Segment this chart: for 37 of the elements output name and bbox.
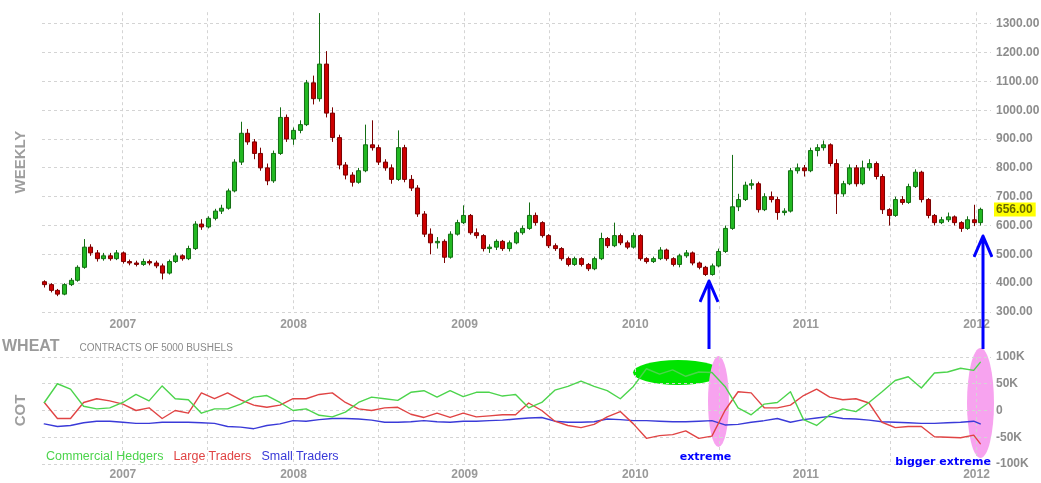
y-tick-label: 500.00 — [996, 246, 1034, 261]
y-tick-label: 600.00 — [996, 217, 1034, 232]
x-tick-label: 2008 — [280, 316, 308, 331]
x-tick-label: 2008 — [280, 466, 308, 481]
x-tick-label: 2009 — [451, 316, 479, 331]
y-tick-label: 900.00 — [996, 131, 1034, 146]
x-tick-label: 2010 — [621, 466, 649, 481]
y-tick-label: 300.00 — [996, 304, 1034, 319]
chart-title: WHEAT — [2, 337, 60, 354]
y-tick-label: 1100.00 — [996, 73, 1040, 88]
annotation: bigger extreme — [895, 454, 991, 468]
y-tick-label: 1300.00 — [996, 16, 1040, 31]
annotation: extreme — [679, 450, 732, 464]
x-tick-label: 2007 — [109, 466, 137, 481]
x-tick-label: 2011 — [792, 316, 820, 331]
series-label: Small Traders — [261, 449, 339, 463]
x-tick-label: 2012 — [963, 466, 991, 481]
x-tick-label: 2010 — [621, 316, 649, 331]
y-tick-label: 800.00 — [996, 160, 1034, 175]
x-tick-label: 2007 — [109, 316, 137, 331]
x-tick-label: 2011 — [792, 466, 820, 481]
y-tick-label: 700.00 — [996, 189, 1034, 203]
y-tick-label: 100K — [996, 349, 1026, 364]
text: Commercial Hedgers — [46, 449, 164, 463]
y-tick-label: 1200.00 — [996, 44, 1040, 59]
x-tick-label: 2009 — [451, 466, 479, 481]
y-axis-title: WEEKLY — [11, 130, 29, 194]
text: 656.00 — [996, 202, 1034, 217]
y-tick-label: -50K — [996, 429, 1023, 444]
y-tick-label: 400.00 — [996, 275, 1034, 290]
y-tick-label: -100K — [996, 456, 1030, 471]
y-axis-title: COT — [11, 394, 29, 427]
chart-subtitle: CONTRACTS OF 5000 BUSHELS — [79, 341, 234, 353]
text: Large Traders — [173, 449, 252, 463]
y-tick-label: 0 — [996, 402, 1003, 417]
y-tick-label: 50K — [996, 376, 1019, 391]
y-tick-label: 1000.00 — [996, 102, 1040, 117]
